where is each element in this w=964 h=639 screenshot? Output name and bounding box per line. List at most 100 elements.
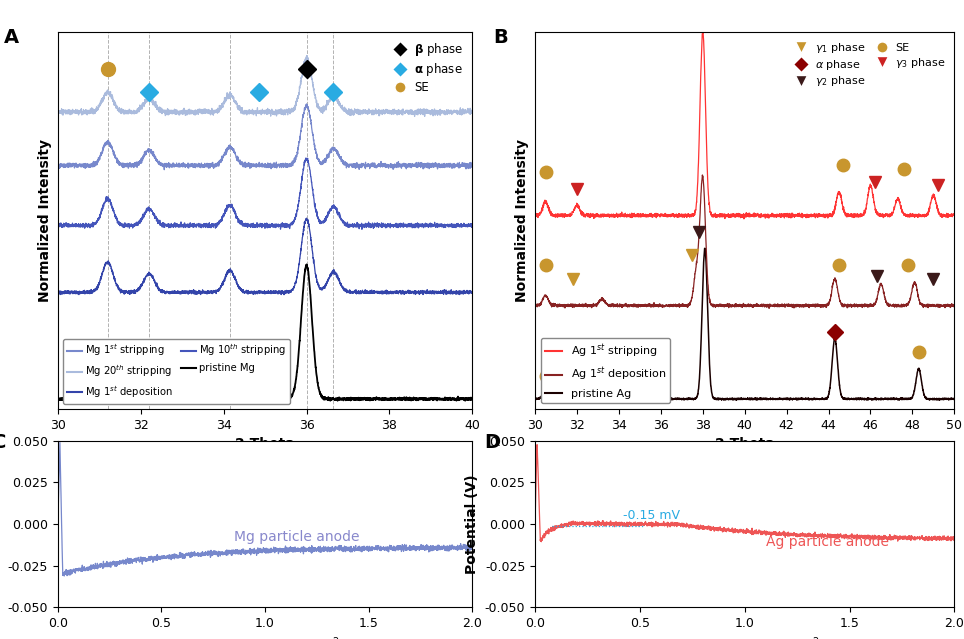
pristine Ag <box>690 394 702 401</box>
pristine Mg <box>301 261 312 268</box>
Mg 20$^{th}$ stripping <box>99 91 111 99</box>
Mg 1$^{st}$ deposition <box>301 214 312 222</box>
pristine Mg <box>332 397 343 404</box>
Y-axis label: Normalized Intensity: Normalized Intensity <box>39 139 52 302</box>
Ag 1$^{st}$ deposition <box>763 305 775 312</box>
pristine Mg <box>467 395 478 403</box>
Mg 10$^{th}$ stripping <box>124 222 136 229</box>
Ag 1$^{st}$ deposition <box>709 301 720 309</box>
pristine Ag <box>602 396 614 403</box>
Mg 1$^{st}$ stripping <box>459 160 470 168</box>
Ag 1$^{st}$ stripping <box>529 209 541 217</box>
pristine Ag <box>699 245 710 252</box>
Mg 20$^{th}$ stripping <box>409 112 420 120</box>
Mg 10$^{th}$ stripping <box>229 209 241 217</box>
Ag 1$^{st}$ stripping <box>941 212 952 219</box>
Mg 1$^{st}$ stripping <box>415 160 426 168</box>
Mg 20$^{th}$ stripping <box>229 98 241 105</box>
Mg 1$^{st}$ deposition <box>459 288 470 296</box>
Mg 1$^{st}$ deposition <box>415 288 426 296</box>
Y-axis label: Potential (V): Potential (V) <box>0 474 2 574</box>
Mg 1$^{st}$ stripping <box>467 163 478 171</box>
Ag 1$^{st}$ deposition <box>602 301 613 309</box>
Ag 1$^{st}$ stripping <box>738 215 750 223</box>
Ag 1$^{st}$ deposition <box>941 302 952 310</box>
Ag 1$^{st}$ deposition <box>949 304 960 311</box>
Mg 10$^{th}$ stripping <box>356 226 367 233</box>
Mg 1$^{st}$ deposition <box>229 275 241 283</box>
Ag 1$^{st}$ stripping <box>709 211 720 219</box>
pristine Mg <box>229 395 241 403</box>
Y-axis label: Normalized Intensity: Normalized Intensity <box>516 139 529 302</box>
Text: Mg particle anode: Mg particle anode <box>234 530 360 544</box>
Line: pristine Mg: pristine Mg <box>58 265 472 401</box>
pristine Mg <box>52 395 64 403</box>
Mg 1$^{st}$ deposition <box>124 290 136 298</box>
Ag 1$^{st}$ stripping <box>690 206 702 214</box>
Ag 1$^{st}$ stripping <box>577 209 589 217</box>
pristine Ag <box>896 394 907 402</box>
X-axis label: Capacity (mAh cm$^{-2}$): Capacity (mAh cm$^{-2}$) <box>183 635 347 639</box>
Line: Mg 20$^{th}$ stripping: Mg 20$^{th}$ stripping <box>58 56 472 116</box>
Mg 10$^{th}$ stripping <box>52 223 64 231</box>
Legend: Ag 1$^{st}$ stripping, Ag 1$^{st}$ deposition, pristine Ag: Ag 1$^{st}$ stripping, Ag 1$^{st}$ depos… <box>541 338 670 403</box>
Text: D: D <box>485 433 501 452</box>
Mg 20$^{th}$ stripping <box>459 109 470 117</box>
Mg 20$^{th}$ stripping <box>124 108 136 116</box>
Mg 1$^{st}$ deposition <box>99 260 111 268</box>
pristine Mg <box>459 395 470 403</box>
Mg 20$^{th}$ stripping <box>211 106 223 114</box>
pristine Ag <box>941 396 952 403</box>
Line: Mg 1$^{st}$ stripping: Mg 1$^{st}$ stripping <box>58 104 472 170</box>
Mg 20$^{th}$ stripping <box>467 109 478 116</box>
Mg 20$^{th}$ stripping <box>301 52 312 59</box>
Ag 1$^{st}$ deposition <box>577 301 589 309</box>
Legend: Mg 1$^{st}$ stripping, Mg 20$^{th}$ stripping, Mg 1$^{st}$ deposition, Mg 10$^{t: Mg 1$^{st}$ stripping, Mg 20$^{th}$ stri… <box>63 339 289 404</box>
Mg 1$^{st}$ stripping <box>301 100 312 108</box>
Mg 10$^{th}$ stripping <box>211 220 223 227</box>
pristine Ag <box>709 394 720 402</box>
Mg 1$^{st}$ stripping <box>99 139 111 146</box>
pristine Mg <box>415 394 426 402</box>
Ag 1$^{st}$ stripping <box>896 203 907 211</box>
Line: pristine Ag: pristine Ag <box>535 249 954 401</box>
Ag 1$^{st}$ deposition <box>690 264 702 272</box>
Text: C: C <box>0 433 6 452</box>
Mg 1$^{st}$ stripping <box>211 162 223 169</box>
Mg 1$^{st}$ stripping <box>229 150 241 157</box>
X-axis label: Capacity (mAh cm$^{-2}$): Capacity (mAh cm$^{-2}$) <box>663 635 826 639</box>
pristine Ag <box>529 395 541 403</box>
pristine Ag <box>577 394 589 402</box>
X-axis label: 2 Theta: 2 Theta <box>235 437 295 451</box>
Text: Ag particle anode: Ag particle anode <box>765 535 889 548</box>
Line: Ag 1$^{st}$ deposition: Ag 1$^{st}$ deposition <box>535 175 954 309</box>
Mg 1$^{st}$ stripping <box>52 160 64 168</box>
Mg 10$^{th}$ stripping <box>467 221 478 229</box>
Mg 1$^{st}$ stripping <box>158 166 170 174</box>
Mg 10$^{th}$ stripping <box>300 154 311 162</box>
Mg 20$^{th}$ stripping <box>415 107 426 115</box>
Text: A: A <box>4 28 19 47</box>
Line: Mg 1$^{st}$ deposition: Mg 1$^{st}$ deposition <box>58 218 472 295</box>
Mg 1$^{st}$ deposition <box>73 291 85 298</box>
Ag 1$^{st}$ stripping <box>949 211 960 219</box>
Mg 10$^{th}$ stripping <box>415 220 426 227</box>
Mg 1$^{st}$ deposition <box>467 289 478 297</box>
Text: -0.15 mV: -0.15 mV <box>623 509 680 522</box>
Line: Ag 1$^{st}$ stripping: Ag 1$^{st}$ stripping <box>535 32 954 219</box>
Line: Mg 10$^{th}$ stripping: Mg 10$^{th}$ stripping <box>58 158 472 229</box>
Ag 1$^{st}$ deposition <box>529 302 541 309</box>
Y-axis label: Potential (V): Potential (V) <box>466 474 479 574</box>
Mg 1$^{st}$ stripping <box>124 160 136 168</box>
pristine Mg <box>99 356 111 364</box>
Ag 1$^{st}$ stripping <box>602 212 613 220</box>
pristine Ag <box>551 397 563 404</box>
pristine Mg <box>211 396 223 403</box>
Mg 10$^{th}$ stripping <box>459 222 470 229</box>
pristine Mg <box>124 396 136 404</box>
Ag 1$^{st}$ deposition <box>697 171 709 179</box>
X-axis label: 2 Theta: 2 Theta <box>715 437 774 451</box>
Text: B: B <box>494 28 508 47</box>
Mg 1$^{st}$ deposition <box>52 290 64 298</box>
Ag 1$^{st}$ stripping <box>697 28 709 36</box>
